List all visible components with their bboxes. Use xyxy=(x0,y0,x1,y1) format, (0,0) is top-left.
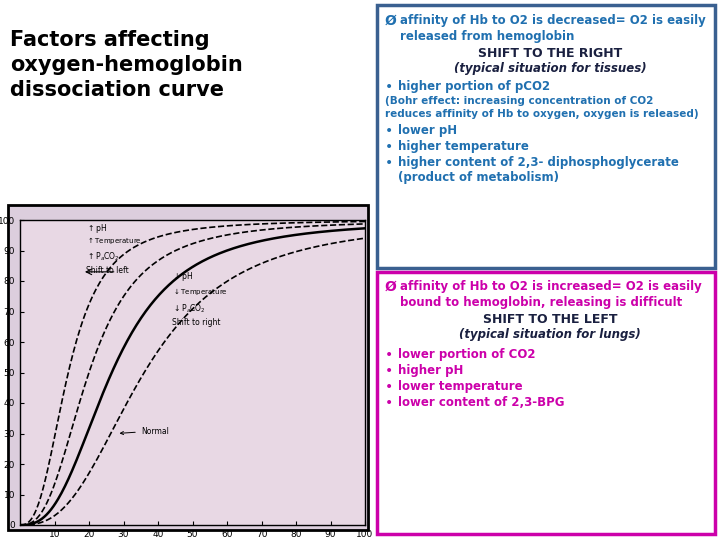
Text: higher content of 2,3- diphosphoglycerate: higher content of 2,3- diphosphoglycerat… xyxy=(398,156,679,169)
Text: (typical situation for tissues): (typical situation for tissues) xyxy=(454,62,647,75)
Text: •: • xyxy=(385,380,393,394)
Text: (Bohr effect: increasing concentration of CO2: (Bohr effect: increasing concentration o… xyxy=(385,96,653,106)
Text: Ø: Ø xyxy=(385,280,397,294)
Text: •: • xyxy=(385,156,393,170)
Text: •: • xyxy=(385,348,393,362)
Text: •: • xyxy=(385,124,393,138)
Text: higher portion of pCO2: higher portion of pCO2 xyxy=(398,80,550,93)
Text: •: • xyxy=(385,396,393,410)
Text: affinity of Hb to O2 is increased= O2 is easily: affinity of Hb to O2 is increased= O2 is… xyxy=(400,280,702,293)
FancyBboxPatch shape xyxy=(8,205,368,530)
Text: (product of metabolism): (product of metabolism) xyxy=(398,171,559,184)
Text: Factors affecting
oxygen-hemoglobin
dissociation curve: Factors affecting oxygen-hemoglobin diss… xyxy=(10,30,243,99)
Text: SHIFT TO THE RIGHT: SHIFT TO THE RIGHT xyxy=(478,47,622,60)
Text: $\downarrow$Temperature: $\downarrow$Temperature xyxy=(172,286,228,296)
Text: lower temperature: lower temperature xyxy=(398,380,523,393)
Text: Ø: Ø xyxy=(385,14,397,28)
Text: released from hemoglobin: released from hemoglobin xyxy=(400,30,575,43)
Text: •: • xyxy=(385,364,393,378)
Text: lower content of 2,3-BPG: lower content of 2,3-BPG xyxy=(398,396,564,409)
Text: affinity of Hb to O2 is decreased= O2 is easily: affinity of Hb to O2 is decreased= O2 is… xyxy=(400,14,706,27)
Text: Shift to right: Shift to right xyxy=(172,318,220,327)
Text: reduces affinity of Hb to oxygen, oxygen is released): reduces affinity of Hb to oxygen, oxygen… xyxy=(385,109,698,119)
Text: $\uparrow$pH: $\uparrow$pH xyxy=(86,221,107,234)
Text: higher pH: higher pH xyxy=(398,364,464,377)
FancyBboxPatch shape xyxy=(377,5,715,268)
Text: SHIFT TO THE LEFT: SHIFT TO THE LEFT xyxy=(482,313,617,326)
Text: bound to hemoglobin, releasing is difficult: bound to hemoglobin, releasing is diffic… xyxy=(400,296,683,309)
Text: (typical situation for lungs): (typical situation for lungs) xyxy=(459,328,641,341)
Text: higher temperature: higher temperature xyxy=(398,140,529,153)
Text: $\downarrow$pH: $\downarrow$pH xyxy=(172,271,193,284)
Text: •: • xyxy=(385,80,393,94)
Text: $\uparrow$Temperature: $\uparrow$Temperature xyxy=(86,235,141,246)
Text: Normal: Normal xyxy=(120,427,168,435)
Text: Shift to left: Shift to left xyxy=(86,266,128,275)
FancyBboxPatch shape xyxy=(377,272,715,534)
Text: lower pH: lower pH xyxy=(398,124,457,137)
Text: $\downarrow$P$_a$CO$_2$: $\downarrow$P$_a$CO$_2$ xyxy=(172,302,206,315)
Text: •: • xyxy=(385,140,393,154)
Text: $\uparrow$P$_a$CO$_2$: $\uparrow$P$_a$CO$_2$ xyxy=(86,251,120,263)
Text: lower portion of CO2: lower portion of CO2 xyxy=(398,348,536,361)
